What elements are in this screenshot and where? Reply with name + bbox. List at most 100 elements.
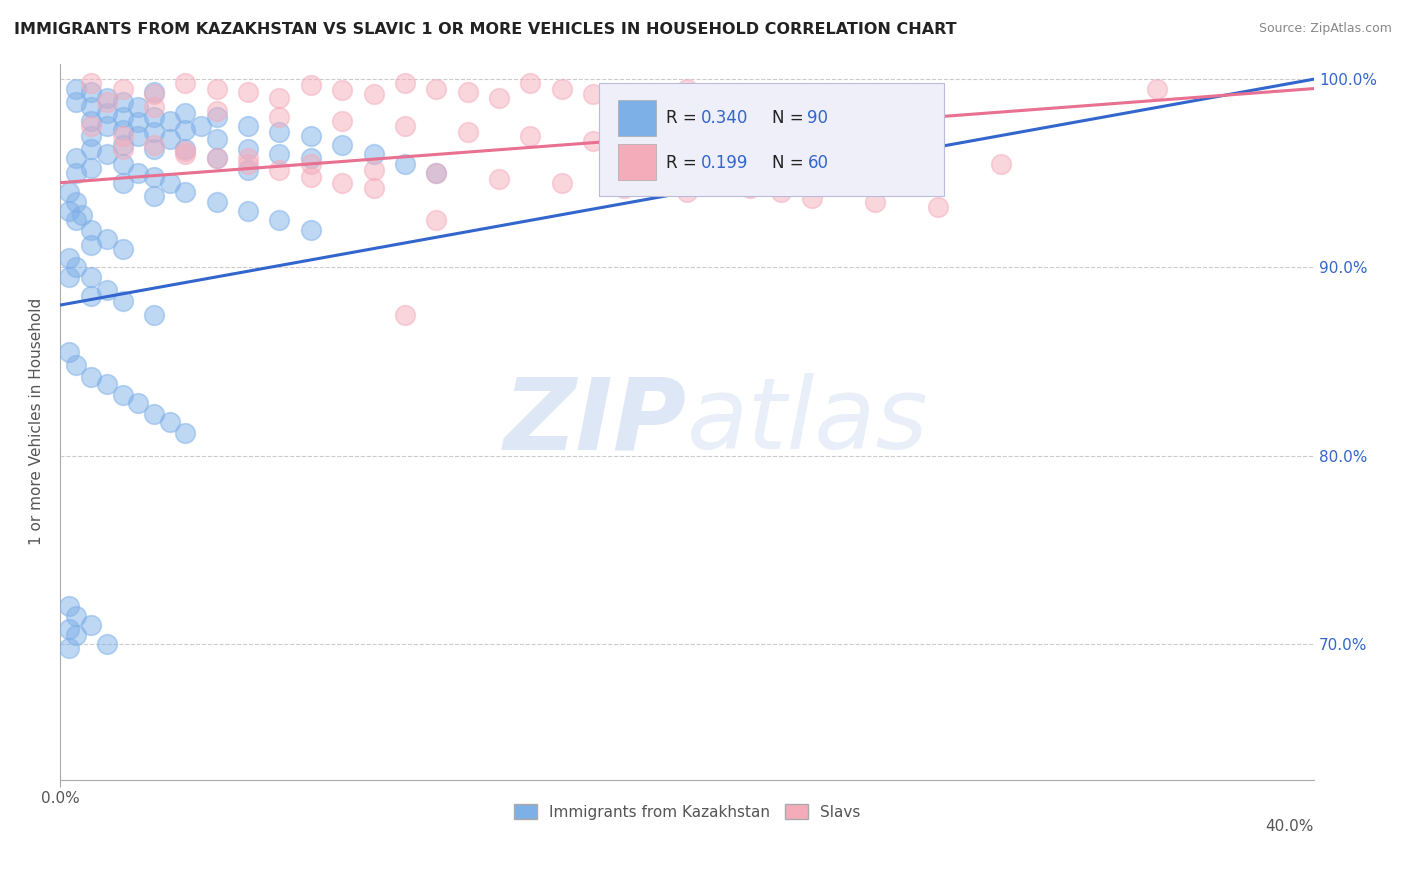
Point — [770, 185, 793, 199]
Point — [550, 81, 572, 95]
Point — [269, 91, 291, 105]
Point — [269, 213, 291, 227]
FancyBboxPatch shape — [619, 100, 655, 136]
Text: 0.199: 0.199 — [700, 153, 748, 172]
Point — [330, 138, 353, 153]
Point — [425, 81, 447, 95]
Text: IMMIGRANTS FROM KAZAKHSTAN VS SLAVIC 1 OR MORE VEHICLES IN HOUSEHOLD CORRELATION: IMMIGRANTS FROM KAZAKHSTAN VS SLAVIC 1 O… — [14, 22, 956, 37]
Point — [143, 169, 166, 184]
Point — [738, 181, 761, 195]
Point — [111, 128, 134, 143]
Point — [96, 283, 118, 297]
Point — [143, 125, 166, 139]
Point — [299, 223, 322, 237]
Point — [299, 128, 322, 143]
Point — [363, 162, 385, 177]
Text: atlas: atlas — [688, 374, 929, 470]
Point — [111, 142, 134, 156]
Point — [111, 95, 134, 109]
Point — [363, 181, 385, 195]
Point — [330, 113, 353, 128]
Point — [174, 147, 197, 161]
Point — [96, 91, 118, 105]
Point — [363, 87, 385, 102]
Point — [159, 132, 181, 146]
Point — [127, 128, 149, 143]
Text: 60: 60 — [807, 153, 828, 172]
Point — [111, 242, 134, 256]
Point — [707, 176, 730, 190]
Point — [457, 85, 479, 99]
Point — [174, 185, 197, 199]
Point — [174, 76, 197, 90]
Point — [299, 169, 322, 184]
Point — [174, 144, 197, 158]
Point — [236, 162, 259, 177]
Point — [990, 157, 1012, 171]
Point — [80, 288, 103, 302]
Point — [58, 269, 80, 284]
Point — [159, 113, 181, 128]
Point — [488, 91, 510, 105]
Point — [111, 138, 134, 153]
Point — [80, 618, 103, 632]
Point — [143, 407, 166, 421]
Point — [159, 415, 181, 429]
Point — [80, 369, 103, 384]
Point — [676, 81, 699, 95]
Point — [205, 132, 228, 146]
Point — [644, 96, 666, 111]
Text: R =: R = — [665, 109, 702, 127]
Text: 40.0%: 40.0% — [1265, 819, 1315, 834]
Point — [80, 161, 103, 175]
Point — [330, 83, 353, 97]
Point — [582, 87, 605, 102]
Point — [269, 147, 291, 161]
Point — [519, 76, 541, 90]
FancyBboxPatch shape — [619, 145, 655, 180]
Point — [143, 110, 166, 124]
Point — [65, 608, 87, 623]
Point — [65, 359, 87, 373]
Point — [80, 76, 103, 90]
Point — [205, 151, 228, 165]
Point — [613, 181, 636, 195]
Point — [111, 157, 134, 171]
Point — [863, 194, 886, 209]
Point — [96, 147, 118, 161]
Point — [80, 113, 103, 128]
Text: Source: ZipAtlas.com: Source: ZipAtlas.com — [1258, 22, 1392, 36]
Point — [299, 151, 322, 165]
Point — [550, 176, 572, 190]
Point — [80, 128, 103, 143]
Point — [394, 76, 416, 90]
Point — [927, 200, 949, 214]
Point — [425, 213, 447, 227]
Point — [143, 189, 166, 203]
Point — [676, 185, 699, 199]
Point — [519, 128, 541, 143]
Y-axis label: 1 or more Vehicles in Household: 1 or more Vehicles in Household — [30, 298, 44, 546]
Point — [80, 269, 103, 284]
Point — [488, 172, 510, 186]
Text: 90: 90 — [807, 109, 828, 127]
Point — [269, 110, 291, 124]
Point — [159, 176, 181, 190]
Point — [190, 119, 212, 133]
Point — [65, 213, 87, 227]
Point — [205, 81, 228, 95]
Point — [58, 345, 80, 359]
Point — [111, 388, 134, 402]
Point — [236, 142, 259, 156]
Point — [205, 151, 228, 165]
Point — [425, 166, 447, 180]
Point — [96, 232, 118, 246]
Point — [65, 166, 87, 180]
Point — [394, 308, 416, 322]
Point — [80, 223, 103, 237]
Point — [457, 125, 479, 139]
Point — [65, 260, 87, 275]
Point — [394, 157, 416, 171]
Point — [143, 308, 166, 322]
Point — [269, 162, 291, 177]
